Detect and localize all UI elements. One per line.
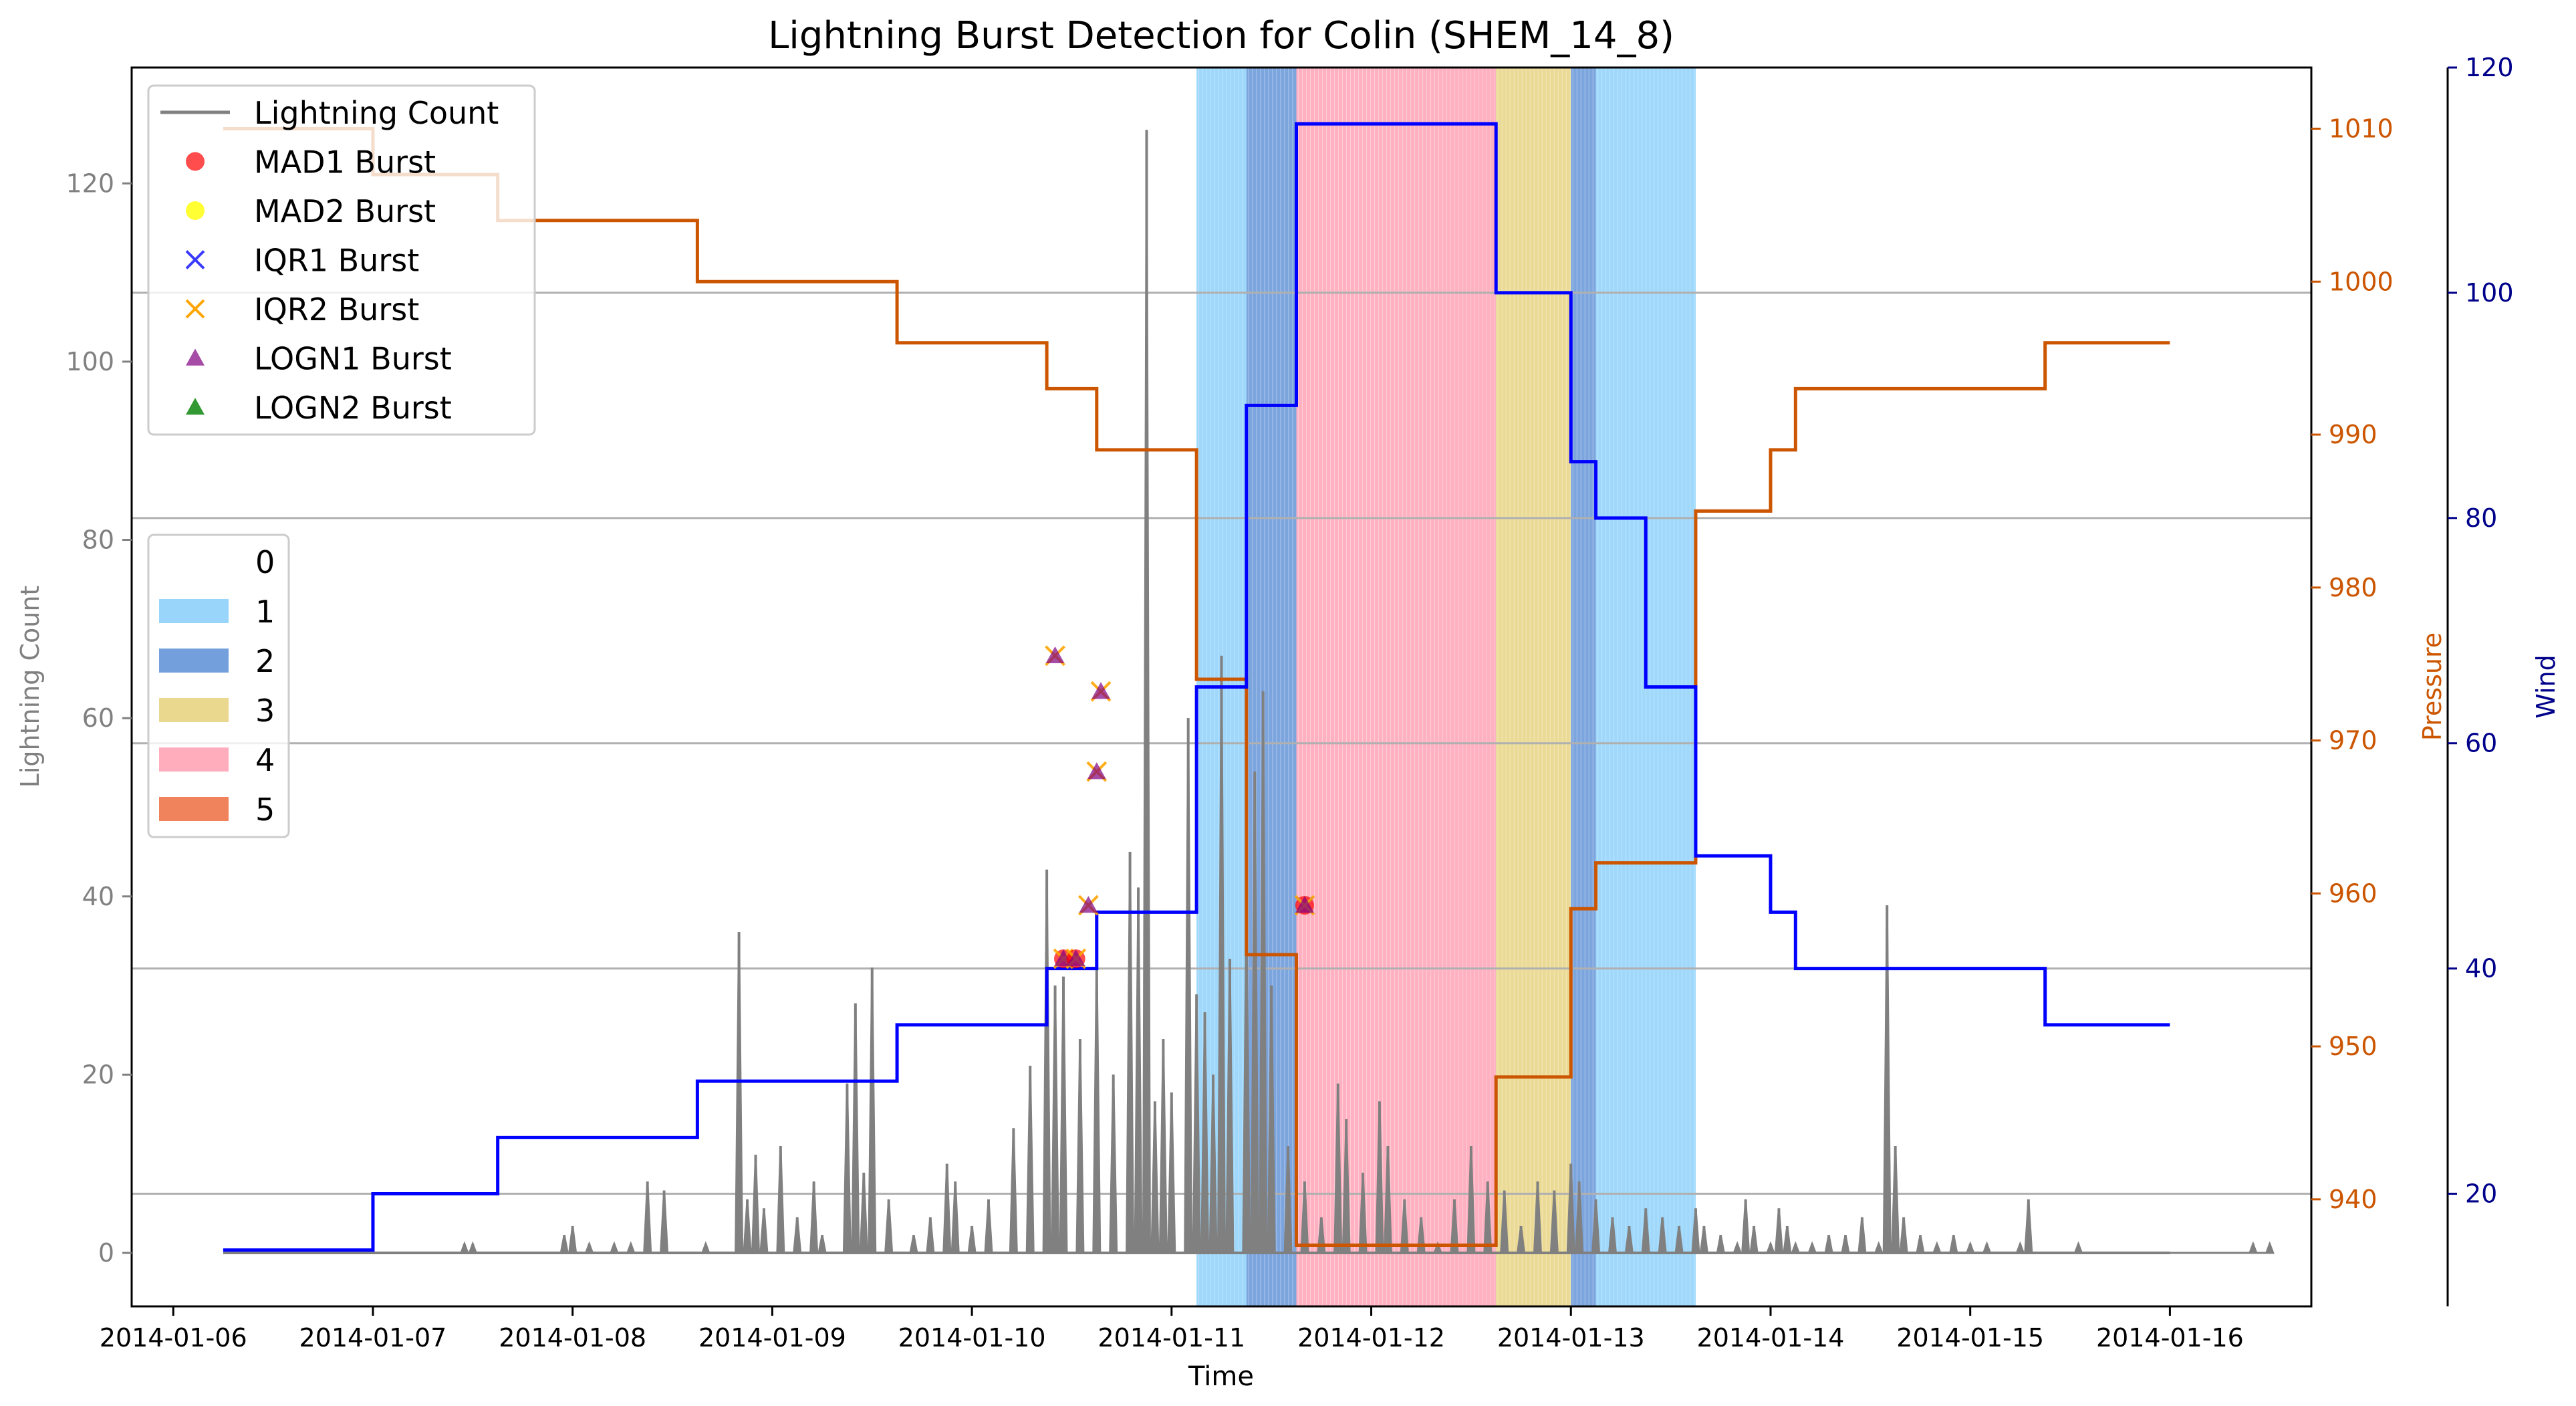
- x-tick-label: 2014-01-15: [1896, 1323, 2044, 1353]
- legend-series-label: MAD1 Burst: [254, 144, 436, 181]
- pressure-line: [223, 127, 2170, 1247]
- legend-series-label: IQR1 Burst: [254, 243, 419, 279]
- category-band-2: [1571, 68, 1596, 1306]
- x-tick-label: 2014-01-11: [1098, 1323, 1245, 1353]
- y-left-tick-label: 120: [66, 168, 114, 198]
- legend-category-swatch: [159, 698, 229, 722]
- x-tick-label: 2014-01-06: [100, 1323, 247, 1353]
- legend-x-marker: [185, 250, 205, 269]
- legend-series: Lightning Count MAD1 Burst MAD2 Burst IQR1 …: [147, 84, 536, 436]
- x-tick-label: 2014-01-16: [2096, 1323, 2244, 1353]
- legend-series-label: LOGN1 Burst: [254, 341, 452, 377]
- x-axis: 2014-01-06 2014-01-07 2014-01-08 2014-01-09…: [100, 1306, 2244, 1353]
- legend-categories: 0 1 2 3 4 5: [147, 534, 290, 838]
- y-axis-lightning: 0 20 40 60 80 100 120: [66, 168, 132, 1268]
- legend-category-swatch: [159, 599, 229, 623]
- x-axis-label: Time: [1188, 1361, 1254, 1392]
- x-tick-label: 2014-01-12: [1297, 1323, 1445, 1353]
- legend-category-label: 5: [255, 792, 275, 828]
- y-wind-tick-label: 80: [2465, 503, 2497, 533]
- legend-mad1-marker: [186, 152, 205, 171]
- chart-title: Lightning Burst Detection for Colin (SHE…: [768, 14, 1674, 57]
- y-pressure-tick-label: 960: [2329, 878, 2377, 908]
- x-tick-label: 2014-01-07: [299, 1323, 447, 1353]
- burst-logn1: [1066, 949, 1085, 967]
- burst-markers: [1045, 645, 1315, 969]
- wind-series: [223, 122, 2170, 1252]
- burst-logn1: [1087, 762, 1106, 780]
- legend-mad2-marker: [186, 201, 205, 220]
- legend-logn1-marker: [186, 348, 205, 366]
- y-left-tick-label: 100: [66, 347, 114, 376]
- y-wind-tick-label: 40: [2465, 954, 2497, 983]
- category-band-4: [1296, 68, 1497, 1306]
- x-tick-label: 2014-01-09: [698, 1323, 846, 1353]
- legend-x-marker: [185, 299, 205, 319]
- y-axis-pressure: 940 950 960 970 980 990 1000 1010: [2311, 114, 2394, 1214]
- legend-category-swatch: [159, 649, 229, 673]
- burst-logn1: [1295, 896, 1314, 913]
- legend-series-label: IQR2 Burst: [254, 291, 419, 328]
- y-pressure-tick-label: 1010: [2329, 114, 2394, 144]
- pressure-series: [223, 127, 2170, 1247]
- legend-category-label: 4: [255, 742, 275, 778]
- y-pressure-tick-label: 950: [2329, 1032, 2377, 1061]
- x-tick-label: 2014-01-13: [1497, 1323, 1645, 1353]
- y-axis-wind: 20 40 60 80 100 120: [2448, 53, 2514, 1209]
- legend-series-label: Lightning Count: [254, 95, 499, 131]
- y-wind-tick-label: 60: [2465, 729, 2497, 758]
- legend-logn2-marker: [186, 398, 205, 415]
- y-pressure-tick-label: 940: [2329, 1185, 2377, 1214]
- y-pressure-tick-label: 970: [2329, 726, 2377, 755]
- legend-category-swatch: [159, 797, 229, 821]
- lightning-line: [223, 130, 2275, 1254]
- y-wind-tick-label: 100: [2465, 278, 2514, 308]
- y-pressure-tick-label: 1000: [2329, 267, 2394, 296]
- y-axis-label-pressure: Pressure: [2418, 632, 2447, 741]
- y-pressure-tick-label: 990: [2329, 420, 2377, 449]
- x-tick-label: 2014-01-10: [898, 1323, 1046, 1353]
- wind-line: [223, 122, 2170, 1252]
- legend-category-label: 0: [255, 544, 275, 580]
- y-wind-tick-label: 20: [2465, 1179, 2497, 1209]
- y-left-tick-label: 60: [82, 703, 114, 733]
- legend-series-box: [147, 84, 536, 436]
- legend-series-label: MAD2 Burst: [254, 193, 436, 229]
- y-axis-label-wind: Wind: [2531, 655, 2561, 719]
- y-left-tick-label: 0: [98, 1238, 114, 1268]
- y-left-tick-label: 40: [82, 882, 114, 911]
- legend-category-label: 3: [255, 693, 275, 729]
- y-axis-label-lightning: Lightning Count: [15, 586, 45, 788]
- lightning-series: [223, 130, 2275, 1255]
- x-tick-label: 2014-01-08: [499, 1323, 646, 1353]
- y-left-tick-label: 80: [82, 525, 114, 555]
- burst-logn1: [1091, 682, 1111, 699]
- y-pressure-tick-label: 980: [2329, 573, 2377, 602]
- y-wind-tick-label: 120: [2465, 53, 2514, 82]
- legend-series-label: LOGN2 Burst: [254, 390, 452, 426]
- category-band-3: [1496, 68, 1571, 1306]
- x-tick-label: 2014-01-14: [1697, 1323, 1845, 1353]
- y-left-tick-label: 20: [82, 1060, 114, 1089]
- legend-category-label: 2: [255, 643, 275, 679]
- burst-logn1: [1045, 646, 1065, 664]
- legend-category-swatch: [159, 747, 229, 772]
- legend-category-label: 1: [255, 594, 275, 630]
- plot-frame: [130, 66, 2313, 1308]
- burst-logn1: [1079, 896, 1098, 913]
